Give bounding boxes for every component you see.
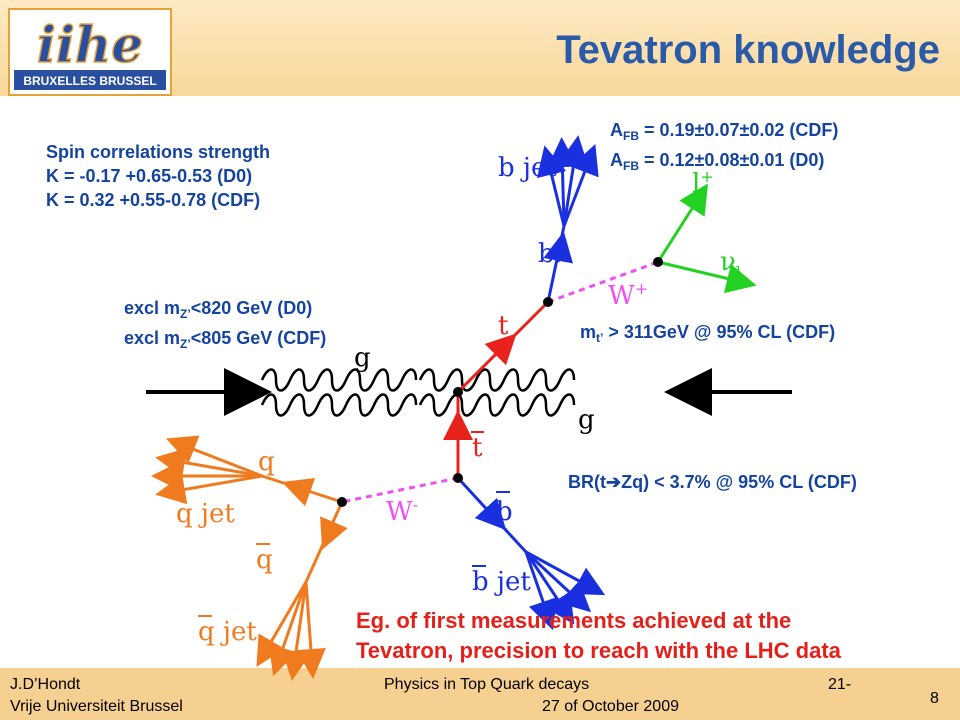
label-qbar: q (256, 545, 273, 575)
bbar-jet-cone (524, 550, 606, 631)
label-w-minus: W- (386, 495, 418, 527)
arrow-icon: ➔ (606, 472, 622, 492)
q-jet-cone (151, 435, 263, 505)
footer-slide-number: 8 (930, 690, 939, 707)
slide-title: Tevatron knowledge (556, 28, 940, 72)
footer-institute: Vrije Universiteit Brussel (10, 698, 183, 715)
br-limit: BR(t➔Zq) < 3.7% @ 95% CL (CDF) (568, 472, 857, 492)
note-text: Eg. of first measurements achieved at th… (356, 608, 841, 663)
label-q: q (258, 447, 275, 477)
gluon-line-top (260, 368, 576, 392)
b-jet-cone (536, 135, 599, 227)
label-tbar: t (472, 433, 483, 463)
spin-heading: Spin correlations strength (46, 142, 271, 162)
label-bbar: b (496, 497, 513, 527)
vertices (337, 257, 663, 507)
label-g-bottom: g (578, 405, 595, 435)
footer-talk: Physics in Top Quark decays (384, 676, 590, 693)
iihe-logo: iihe BRUXELLES BRUSSEL (8, 8, 172, 96)
footer-date: 27 of October 2009 (542, 698, 679, 715)
afb-cdf: AFB = 0.19±0.07±0.02 (CDF) (610, 120, 839, 143)
label-w-plus: W+ (608, 279, 648, 311)
label-q-jet: q jet (176, 499, 235, 529)
label-t: t (498, 311, 509, 341)
w-plus-line (547, 260, 659, 304)
spin-k-d0: K = -0.17 +0.65-0.53 (D0) (46, 166, 253, 186)
label-bbar-jet: b jet (472, 567, 531, 597)
label-g-top: g (354, 343, 371, 373)
logo-main-text: iihe (37, 15, 143, 74)
footer-band (0, 668, 960, 720)
tprime-limit: mt’ > 311GeV @ 95% CL (CDF) (580, 322, 836, 345)
label-neutrino: νl (720, 247, 741, 282)
zprime-limits: excl mZ’<820 GeV (D0) excl mZ’<805 GeV (… (124, 296, 326, 356)
label-b-jet: b jet (498, 153, 557, 183)
w-minus-line (341, 476, 459, 504)
neutrino-line (657, 260, 757, 294)
label-lepton: l+ (692, 167, 714, 199)
label-qbar-jet: q jet (198, 617, 257, 647)
afb-measurements: AFB = 0.19±0.07±0.02 (CDF) AFB = 0.12±0.… (610, 118, 838, 178)
gluon-line-bottom (260, 393, 576, 417)
logo-sub-text: BRUXELLES BRUSSEL (23, 74, 156, 88)
lepton-line (656, 183, 709, 263)
logo-sub-bar (14, 70, 166, 90)
footer-author: J.D’Hondt (10, 676, 81, 693)
spin-k-cdf: K = 0.32 +0.55-0.78 (CDF) (46, 190, 261, 210)
spin-correlations: Spin correlations strength K = -0.17 +0.… (46, 140, 270, 212)
footer-page-left: 21- (828, 676, 852, 693)
zprime-d0: excl mZ’<820 GeV (D0) (124, 298, 313, 321)
afb-d0: AFB = 0.12±0.08±0.01 (D0) (610, 150, 825, 173)
zprime-cdf: excl mZ’<805 GeV (CDF) (124, 328, 327, 351)
label-b: b (538, 239, 555, 269)
qbar-line (304, 501, 344, 583)
qbar-jet-cone (256, 581, 326, 681)
